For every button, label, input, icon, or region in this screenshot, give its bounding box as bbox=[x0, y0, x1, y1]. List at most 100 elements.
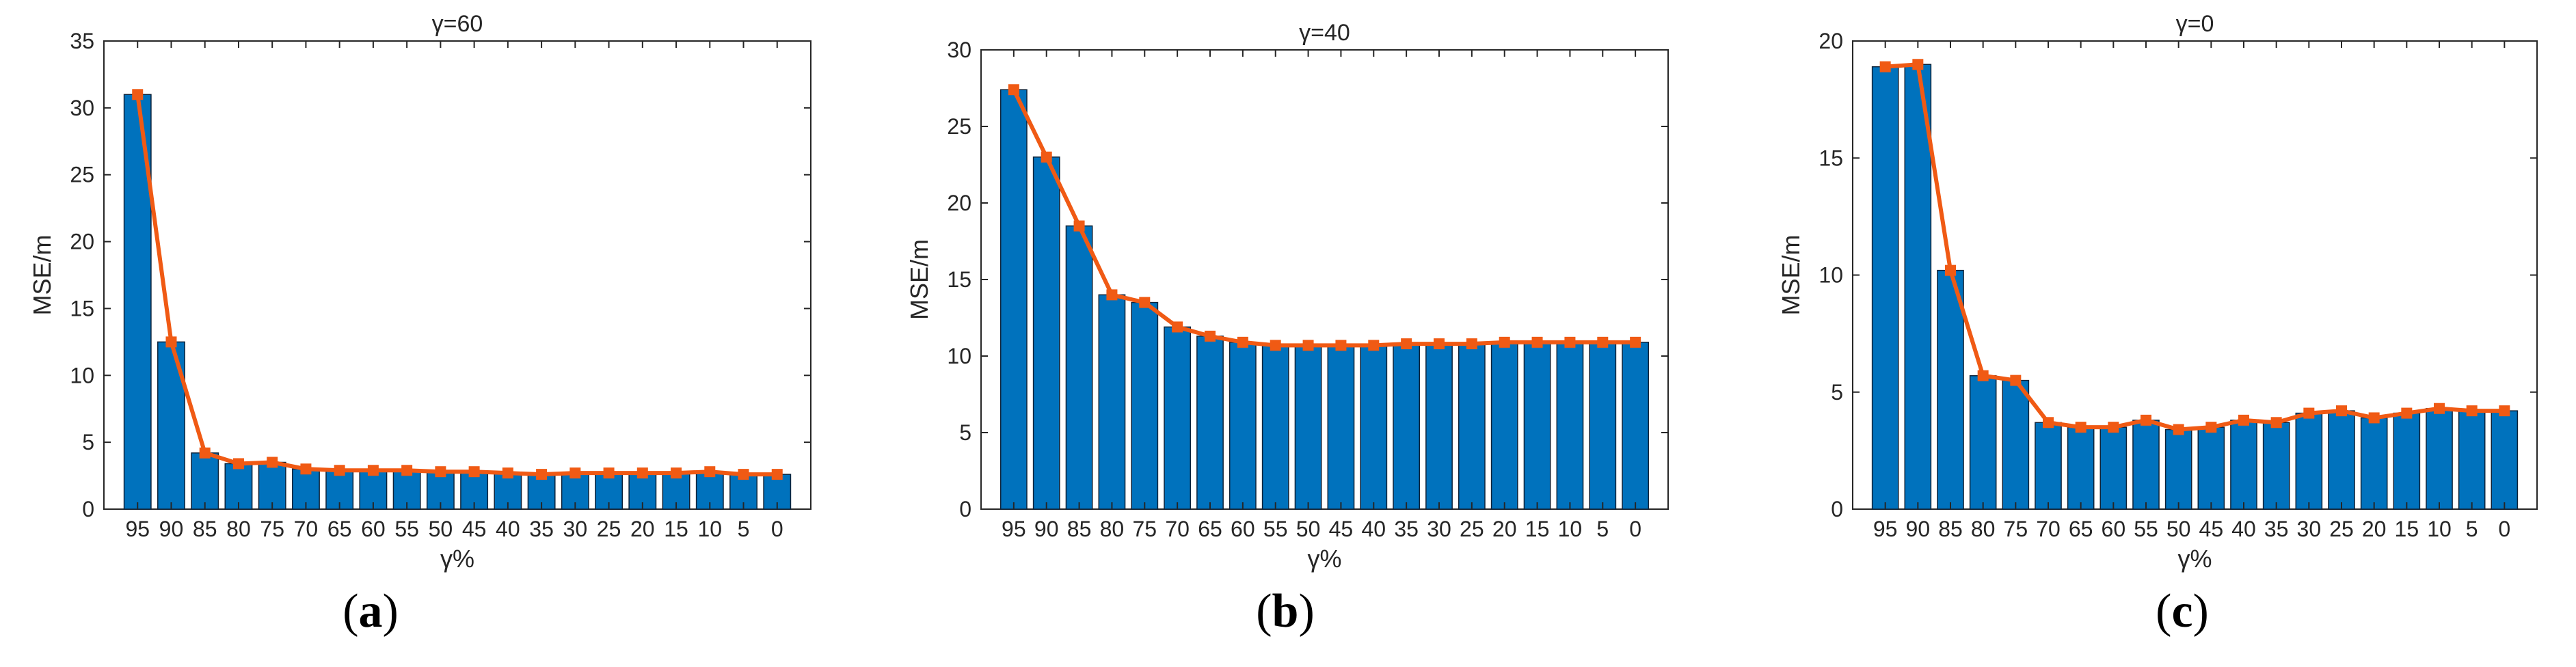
panel-c-line-marker bbox=[2499, 405, 2510, 417]
panel-a-x-tick-label: 5 bbox=[738, 517, 750, 541]
panel-b-line-marker bbox=[1335, 340, 1347, 351]
panel-c-bar bbox=[2002, 379, 2030, 510]
panel-a-line-marker bbox=[334, 465, 345, 476]
panel-c-line-marker bbox=[2368, 412, 2380, 424]
panel-b-line-marker bbox=[1139, 297, 1151, 308]
panel-a-line-marker bbox=[401, 465, 413, 476]
panel-b-y-axis-label: MSE/m bbox=[905, 239, 933, 320]
panel-b-line-marker bbox=[1041, 151, 1052, 163]
panel-b-bar bbox=[1589, 342, 1617, 510]
panel-c-x-tick-label: 65 bbox=[2069, 517, 2093, 541]
panel-c-line-marker bbox=[2336, 405, 2347, 417]
panel-c-x-tick-label: 40 bbox=[2231, 517, 2256, 541]
panel-b-x-tick-label: 95 bbox=[1002, 517, 1026, 541]
panel-b-x-tick-label: 25 bbox=[1460, 517, 1484, 541]
panel-b-x-tick-label: 50 bbox=[1296, 517, 1321, 541]
panel-a-line-marker bbox=[199, 447, 211, 459]
panel-label-a: (a) bbox=[343, 585, 399, 638]
panel-c-title: γ=0 bbox=[2176, 11, 2214, 37]
panel-c-bar bbox=[2035, 422, 2062, 510]
panel-c-x-tick-label: 30 bbox=[2297, 517, 2322, 541]
panel-c-y-tick-label: 0 bbox=[1831, 497, 1843, 521]
panel-c-x-axis-label: γ% bbox=[2177, 545, 2212, 573]
panel-b-line-marker bbox=[1499, 336, 1510, 348]
panel-a-y-tick-label: 20 bbox=[70, 230, 94, 254]
panel-b-x-tick-label: 80 bbox=[1100, 517, 1125, 541]
panel-a-bar bbox=[191, 452, 219, 510]
panel-b-x-tick-label: 45 bbox=[1329, 517, 1354, 541]
panel-b-y-tick-label: 25 bbox=[947, 114, 971, 139]
panel-a-x-tick-label: 95 bbox=[125, 517, 150, 541]
panel-a-x-tick-label: 15 bbox=[664, 517, 688, 541]
panel-c-x-tick-label: 55 bbox=[2134, 517, 2158, 541]
panel-a-y-tick-label: 25 bbox=[70, 163, 94, 187]
panel-c-x-tick-label: 80 bbox=[1971, 517, 1996, 541]
panel-c-y-tick-label: 15 bbox=[1819, 146, 1843, 170]
panel-c-bar bbox=[2360, 417, 2388, 510]
panel-b-y-tick-label: 15 bbox=[947, 267, 971, 292]
panel-b-bar bbox=[1393, 343, 1421, 510]
panel-c-line-marker bbox=[2466, 405, 2478, 417]
panel-c-x-tick-label: 95 bbox=[1873, 517, 1898, 541]
panel-c-bar bbox=[2099, 426, 2128, 510]
panel-b-line-marker bbox=[1434, 338, 1445, 350]
panel-b-bar bbox=[1164, 326, 1192, 510]
panel-b-bar bbox=[1294, 344, 1322, 510]
panel-b-x-tick-label: 0 bbox=[1629, 517, 1641, 541]
panel-c-bar bbox=[1937, 269, 1964, 510]
panel-a-line-marker bbox=[603, 467, 615, 479]
panel-c-x-tick-label: 20 bbox=[2362, 517, 2387, 541]
panel-c-bar bbox=[2262, 422, 2290, 510]
panel-c-x-tick-label: 90 bbox=[1906, 517, 1931, 541]
panel-b-x-tick-label: 85 bbox=[1067, 517, 1092, 541]
panel-label-c-letter: c bbox=[2171, 585, 2193, 638]
panel-b-bar bbox=[1327, 344, 1355, 510]
panel-b-title: γ=40 bbox=[1299, 20, 1350, 46]
panel-b-line-marker bbox=[1368, 340, 1380, 351]
panel-b-bar bbox=[1622, 342, 1650, 510]
panel-c-line-marker bbox=[2043, 417, 2054, 428]
panel-b-x-tick-label: 60 bbox=[1231, 517, 1255, 541]
panel-b-line-marker bbox=[1630, 336, 1641, 348]
panel-c-line-marker bbox=[2238, 414, 2249, 426]
panel-b-bar bbox=[1490, 342, 1518, 510]
panel-c-x-tick-label: 35 bbox=[2264, 517, 2289, 541]
panel-a-line-marker bbox=[132, 89, 144, 100]
panel-c-x-tick-label: 5 bbox=[2466, 517, 2478, 541]
panel-label-b-letter: b bbox=[1272, 585, 1299, 638]
panel-b-bar bbox=[1261, 344, 1289, 510]
panel-a-x-tick-label: 75 bbox=[260, 517, 284, 541]
panel-b-x-tick-label: 70 bbox=[1165, 517, 1190, 541]
panel-a-x-tick-label: 40 bbox=[496, 517, 520, 541]
panel-b-line-marker bbox=[1073, 220, 1085, 232]
panel-b-x-tick-label: 40 bbox=[1361, 517, 1386, 541]
panel-b-y-tick-label: 30 bbox=[947, 38, 971, 62]
panel-a-x-tick-label: 85 bbox=[193, 517, 217, 541]
panel-c-x-tick-label: 50 bbox=[2166, 517, 2191, 541]
panel-a-x-tick-label: 0 bbox=[771, 517, 783, 541]
panel-a-title: γ=60 bbox=[432, 11, 483, 37]
panel-a-y-tick-label: 15 bbox=[70, 296, 94, 321]
panel-c-x-tick-label: 85 bbox=[1938, 517, 1963, 541]
panel-c-line-marker bbox=[2205, 422, 2217, 433]
panel-b-x-tick-label: 35 bbox=[1394, 517, 1419, 541]
panel-a-line-marker bbox=[300, 463, 312, 475]
panel-c-line-marker bbox=[2010, 375, 2022, 386]
panel-a-x-tick-label: 70 bbox=[294, 517, 319, 541]
panel-b-x-tick-label: 10 bbox=[1558, 517, 1583, 541]
panel-a-line-marker bbox=[165, 336, 177, 348]
panel-c-x-tick-label: 0 bbox=[2498, 517, 2510, 541]
panel-b-bar bbox=[1229, 342, 1257, 510]
panel-b-y-tick-label: 0 bbox=[959, 497, 971, 521]
panel-c-bar bbox=[2132, 420, 2160, 510]
panel-c-line-marker bbox=[2303, 407, 2315, 419]
panel-a-bar bbox=[258, 461, 286, 510]
panel-a-x-tick-label: 45 bbox=[462, 517, 487, 541]
panel-c-bar bbox=[2458, 410, 2486, 510]
panel-a-x-tick-label: 25 bbox=[597, 517, 621, 541]
panel-b-line-marker bbox=[1531, 336, 1543, 348]
panel-b-bar bbox=[1360, 344, 1388, 510]
panel-b-line-marker bbox=[1401, 338, 1412, 350]
panel-a-line-marker bbox=[536, 469, 548, 480]
panel-a-series-line bbox=[135, 94, 777, 477]
